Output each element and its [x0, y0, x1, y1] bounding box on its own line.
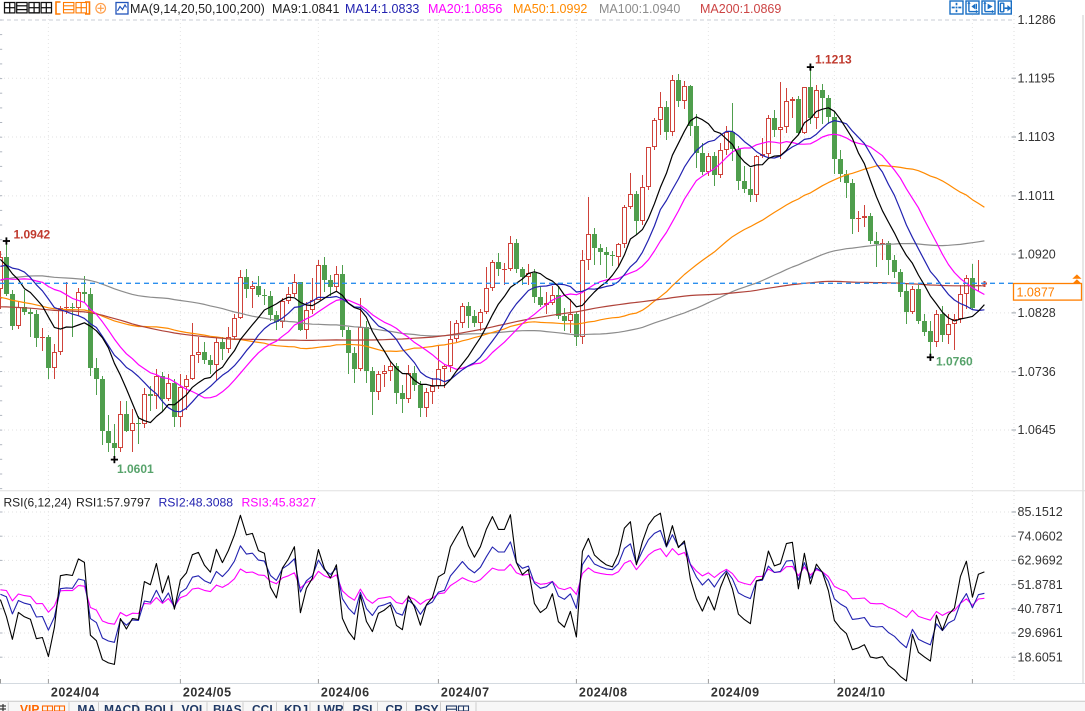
svg-text:CR: CR — [386, 703, 404, 711]
svg-text:2024/08: 2024/08 — [579, 686, 628, 700]
svg-text:1.0645: 1.0645 — [1018, 423, 1056, 437]
svg-text:MA: MA — [77, 703, 96, 711]
svg-text:62.9692: 62.9692 — [1018, 554, 1063, 568]
svg-text:CCI: CCI — [252, 703, 273, 711]
svg-text:2024/07: 2024/07 — [441, 686, 490, 700]
svg-text:PSY: PSY — [415, 703, 439, 711]
svg-text:85.1512: 85.1512 — [1018, 505, 1063, 519]
svg-text:40.7871: 40.7871 — [1018, 602, 1063, 616]
svg-text:MA9:1.0841: MA9:1.0841 — [272, 2, 339, 16]
svg-text:1.1195: 1.1195 — [1018, 71, 1055, 85]
svg-text:MA200:1.0869: MA200:1.0869 — [700, 2, 781, 16]
svg-text:2024/10: 2024/10 — [837, 686, 886, 700]
svg-text:MA14:1.0833: MA14:1.0833 — [345, 2, 419, 16]
svg-text:1.0736: 1.0736 — [1018, 365, 1056, 379]
svg-text:2024/04: 2024/04 — [51, 686, 100, 700]
svg-text:2024/09: 2024/09 — [711, 686, 760, 700]
svg-text:KDJ: KDJ — [284, 703, 308, 711]
svg-text:RSI3:45.8327: RSI3:45.8327 — [242, 496, 317, 510]
svg-text:74.0602: 74.0602 — [1018, 529, 1063, 543]
svg-text:LWR: LWR — [317, 703, 344, 711]
svg-text:1.1213: 1.1213 — [815, 53, 852, 67]
svg-text:RSI2:48.3088: RSI2:48.3088 — [159, 496, 234, 510]
svg-text:RSI: RSI — [353, 703, 373, 711]
svg-text:51.8781: 51.8781 — [1018, 578, 1063, 592]
svg-text:MACD: MACD — [104, 703, 140, 711]
svg-text:2024/06: 2024/06 — [321, 686, 370, 700]
svg-text:BOLL: BOLL — [145, 703, 178, 711]
svg-text:BIAS: BIAS — [213, 703, 242, 711]
svg-text:1.1103: 1.1103 — [1018, 130, 1055, 144]
svg-text:2024/05: 2024/05 — [183, 686, 232, 700]
svg-text:1.1286: 1.1286 — [1018, 13, 1056, 27]
svg-text:VOL: VOL — [182, 703, 207, 711]
svg-text:MA20:1.0856: MA20:1.0856 — [428, 2, 502, 16]
svg-text:1.0877: 1.0877 — [1017, 285, 1055, 299]
svg-text:1.0920: 1.0920 — [1018, 247, 1056, 261]
svg-text:1.0942: 1.0942 — [14, 228, 51, 242]
svg-text:1.1011: 1.1011 — [1018, 189, 1055, 203]
svg-text:MA50:1.0992: MA50:1.0992 — [513, 2, 587, 16]
svg-text:RSI(6,12,24): RSI(6,12,24) — [4, 496, 72, 510]
svg-text:1.0601: 1.0601 — [117, 462, 154, 476]
svg-text:RSI1:57.9797: RSI1:57.9797 — [76, 496, 151, 510]
svg-text:VIP: VIP — [20, 703, 39, 711]
svg-text:MA100:1.0940: MA100:1.0940 — [599, 2, 680, 16]
svg-text:29.6961: 29.6961 — [1018, 626, 1063, 640]
svg-text:1.0760: 1.0760 — [936, 354, 973, 368]
svg-text:MA(9,14,20,50,100,200): MA(9,14,20,50,100,200) — [130, 2, 265, 16]
svg-text:18.6051: 18.6051 — [1018, 650, 1063, 664]
svg-text:1.0828: 1.0828 — [1018, 306, 1056, 320]
